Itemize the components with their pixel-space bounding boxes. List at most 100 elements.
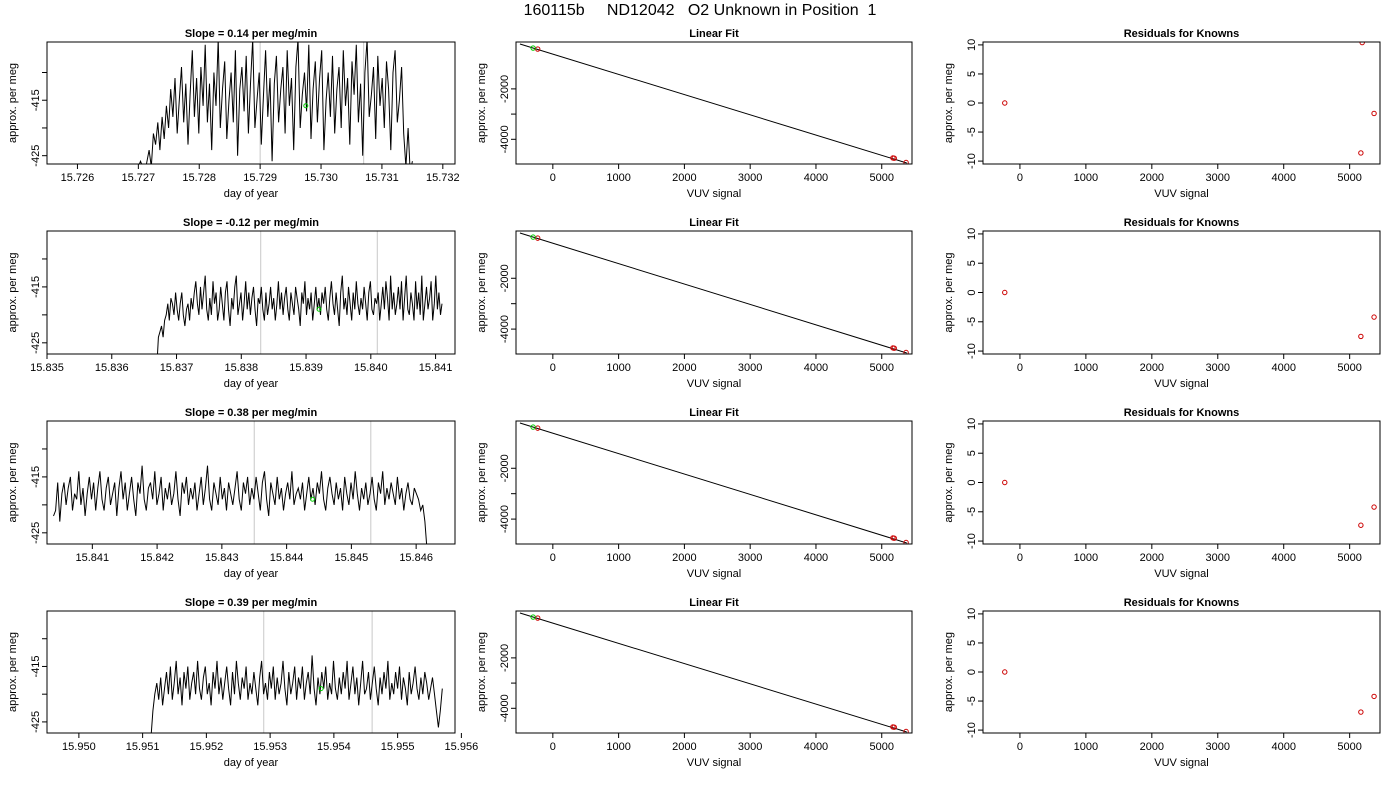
chart-panel-r1c3: Residuals for Knowns 0 1000 2000 3000 4000 500…: [943, 28, 1381, 200]
y-tick-label: -425: [30, 332, 42, 354]
x-tick-label: 0: [1017, 741, 1023, 753]
x-tick-label: 15.840: [354, 362, 388, 374]
residual-point: [1358, 333, 1364, 340]
x-tick-label: 15.838: [224, 362, 258, 374]
plot-area: [1002, 289, 1377, 340]
chart-panel-r2c2: Linear Fit 0 1000 2000 3000 4000 5000 -2000 -400…: [476, 217, 913, 390]
x-tick-label: 15.837: [160, 362, 194, 374]
x-axis-label: day of year: [224, 757, 279, 769]
x-tick-label: 15.955: [381, 741, 415, 753]
y-tick-label: -4000: [499, 694, 511, 722]
y-tick-label: 0: [966, 479, 978, 485]
panel-title: Linear Fit: [689, 217, 739, 229]
y-tick-label: 10: [966, 608, 978, 620]
y-tick-label: -425: [30, 711, 42, 733]
y-tick-label: -4000: [499, 315, 511, 343]
unknown-point: [530, 424, 536, 430]
x-tick-label: 0: [1017, 552, 1023, 564]
x-axis-label: VUV signal: [1154, 757, 1208, 769]
y-tick-label: 10: [966, 39, 978, 51]
x-tick-label: 15.729: [243, 172, 277, 184]
y-tick-label: -5: [966, 696, 978, 706]
y-tick-label: 5: [966, 640, 978, 646]
x-tick-label: 2000: [672, 172, 696, 184]
y-tick-label: -2000: [499, 644, 511, 672]
residual-point: [1358, 150, 1364, 156]
x-tick-label: 3000: [1206, 362, 1230, 374]
x-tick-label: 1000: [1074, 741, 1098, 753]
x-tick-label: 0: [550, 172, 556, 184]
plot-area: [154, 231, 443, 354]
panel-title: Linear Fit: [689, 597, 739, 609]
x-tick-label: 15.954: [317, 741, 351, 753]
x-tick-label: 3000: [1206, 552, 1230, 564]
x-tick-label: 0: [1017, 362, 1023, 374]
x-tick-label: 3000: [1206, 172, 1230, 184]
x-tick-label: 5000: [869, 172, 893, 184]
residual-point: [1371, 110, 1377, 117]
x-axis-label: VUV signal: [687, 378, 741, 390]
fit-line: [519, 422, 907, 544]
x-tick-label: 15.846: [399, 552, 433, 564]
x-tick-label: 4000: [1271, 741, 1295, 753]
y-axis-label: approx. per meg: [7, 252, 19, 332]
residual-point: [1002, 669, 1008, 675]
unknown-point: [316, 306, 322, 312]
plot-frame: [982, 230, 1381, 355]
x-tick-label: 4000: [804, 552, 828, 564]
x-tick-label: 5000: [1337, 552, 1361, 564]
known-point: [903, 159, 909, 164]
y-tick-label: -2000: [499, 75, 511, 103]
y-tick-label: -415: [30, 89, 42, 111]
known-point: [903, 728, 909, 733]
panel-title: Slope = 0.39 per meg/min: [185, 597, 318, 609]
panel-title: Linear Fit: [689, 28, 739, 40]
residual-point: [1002, 100, 1008, 106]
x-tick-label: 15.727: [122, 172, 156, 184]
panel-title: Slope = 0.38 per meg/min: [185, 407, 318, 419]
known-point: [903, 539, 909, 544]
unknown-point: [530, 614, 536, 620]
x-tick-label: 15.842: [140, 552, 174, 564]
fit-line: [519, 232, 907, 354]
chart-panel-r1c1: Slope = 0.14 per meg/min 15.726 15.727 15.7…: [7, 28, 460, 200]
plot-frame: [46, 41, 456, 165]
x-tick-label: 15.953: [253, 741, 287, 753]
y-tick-label: -5: [966, 127, 978, 137]
unknown-point: [310, 496, 316, 502]
x-tick-label: 15.844: [270, 552, 304, 564]
x-tick-label: 15.950: [62, 741, 96, 753]
y-tick-label: -10: [966, 153, 978, 169]
y-tick-label: -5: [966, 317, 978, 327]
plot-frame: [982, 610, 1381, 734]
chart-panel-r2c1: Slope = -0.12 per meg/min 15.835 15.836 15.…: [7, 217, 456, 390]
chart-panel-r4c1: Slope = 0.39 per meg/min 15.950 15.951 15.9…: [7, 597, 478, 769]
x-tick-label: 15.728: [182, 172, 216, 184]
x-tick-label: 2000: [1140, 362, 1164, 374]
x-axis-label: day of year: [224, 378, 279, 390]
x-tick-label: 4000: [804, 362, 828, 374]
y-tick-label: 0: [966, 289, 978, 295]
panel-title: Residuals for Knowns: [1124, 407, 1240, 419]
chart-panel-r3c1: Slope = 0.38 per meg/min 15.841 15.842 15.8…: [7, 407, 456, 580]
x-tick-label: 4000: [1271, 172, 1295, 184]
y-tick-label: -4000: [499, 125, 511, 153]
x-tick-label: 15.839: [289, 362, 323, 374]
series-line: [53, 465, 428, 544]
residual-point: [1371, 693, 1377, 700]
x-tick-label: 15.841: [76, 552, 110, 564]
x-tick-label: 5000: [1337, 172, 1361, 184]
x-tick-label: 15.835: [30, 362, 64, 374]
series-line: [150, 655, 443, 733]
x-tick-label: 1000: [1074, 552, 1098, 564]
x-tick-label: 2000: [672, 741, 696, 753]
x-tick-label: 1000: [606, 552, 630, 564]
fit-line: [519, 612, 907, 733]
chart-panel-r2c3: Residuals for Knowns 0 1000 2000 3000 4000 500…: [943, 217, 1381, 390]
x-tick-label: 5000: [1337, 741, 1361, 753]
known-point: [891, 345, 897, 351]
y-tick-label: 5: [966, 450, 978, 456]
series-line: [154, 275, 443, 354]
x-tick-label: 3000: [738, 362, 762, 374]
